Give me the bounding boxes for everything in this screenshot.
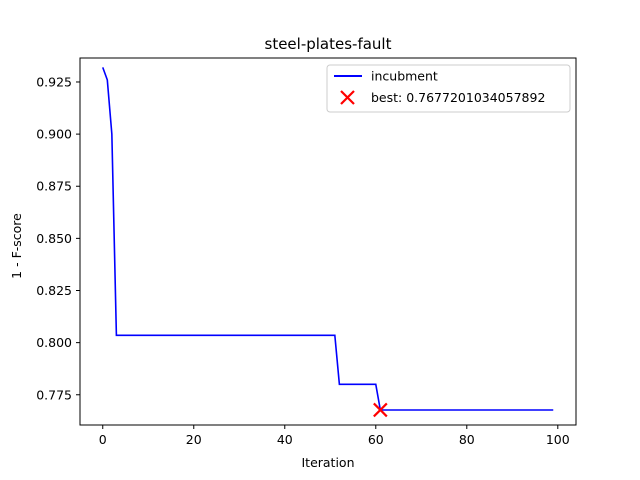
- legend: incubment best: 0.7677201034057892: [326, 64, 571, 113]
- x-axis-label: Iteration: [301, 455, 354, 470]
- plot-frame: [79, 57, 577, 426]
- series-group: [101, 67, 554, 411]
- y-tick-label: 0.850: [36, 231, 72, 246]
- x-tick-label: 20: [186, 432, 202, 447]
- y-tick-label: 0.825: [36, 283, 72, 298]
- legend-label-best: best: 0.7677201034057892: [371, 90, 545, 105]
- chart-title: steel-plates-fault: [265, 35, 392, 53]
- x-tick-label: 40: [277, 432, 293, 447]
- best-point-marker: [373, 402, 388, 418]
- x-tick-label: 60: [368, 432, 384, 447]
- series-line-incubment: [101, 67, 554, 411]
- y-axis-label: 1 - F-score: [9, 213, 24, 279]
- legend-best-marker: [340, 90, 355, 105]
- y-tick-label: 0.900: [36, 127, 72, 142]
- x-tick-label: 80: [459, 432, 475, 447]
- y-tick-label: 0.800: [36, 335, 72, 350]
- y-tick-label: 0.875: [36, 179, 72, 194]
- legend-box: [326, 64, 571, 113]
- y-tick-label: 0.775: [36, 387, 72, 402]
- legend-label-incubment: incubment: [371, 69, 438, 84]
- x-tick-label: 0: [99, 432, 107, 447]
- x-tick-label: 100: [546, 432, 570, 447]
- best-point-marker-stroke: [373, 402, 388, 418]
- y-tick-label: 0.925: [36, 74, 72, 89]
- plot-area: 0 20 40 60 80 100 0.775 0.800 0.825 0.850 0.875 0.9…: [36, 57, 577, 447]
